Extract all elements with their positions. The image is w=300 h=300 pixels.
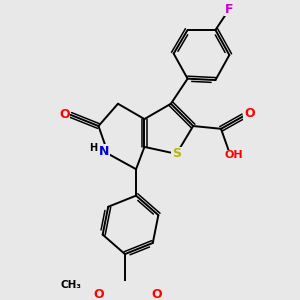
Text: O: O xyxy=(93,288,104,300)
Text: O: O xyxy=(59,108,70,122)
Text: F: F xyxy=(225,3,234,16)
Text: O: O xyxy=(152,288,162,300)
Text: H: H xyxy=(89,143,97,153)
Text: S: S xyxy=(172,147,181,161)
Text: CH₃: CH₃ xyxy=(60,280,81,290)
Text: O: O xyxy=(244,107,255,120)
Text: OH: OH xyxy=(224,150,243,160)
Text: N: N xyxy=(99,145,109,158)
